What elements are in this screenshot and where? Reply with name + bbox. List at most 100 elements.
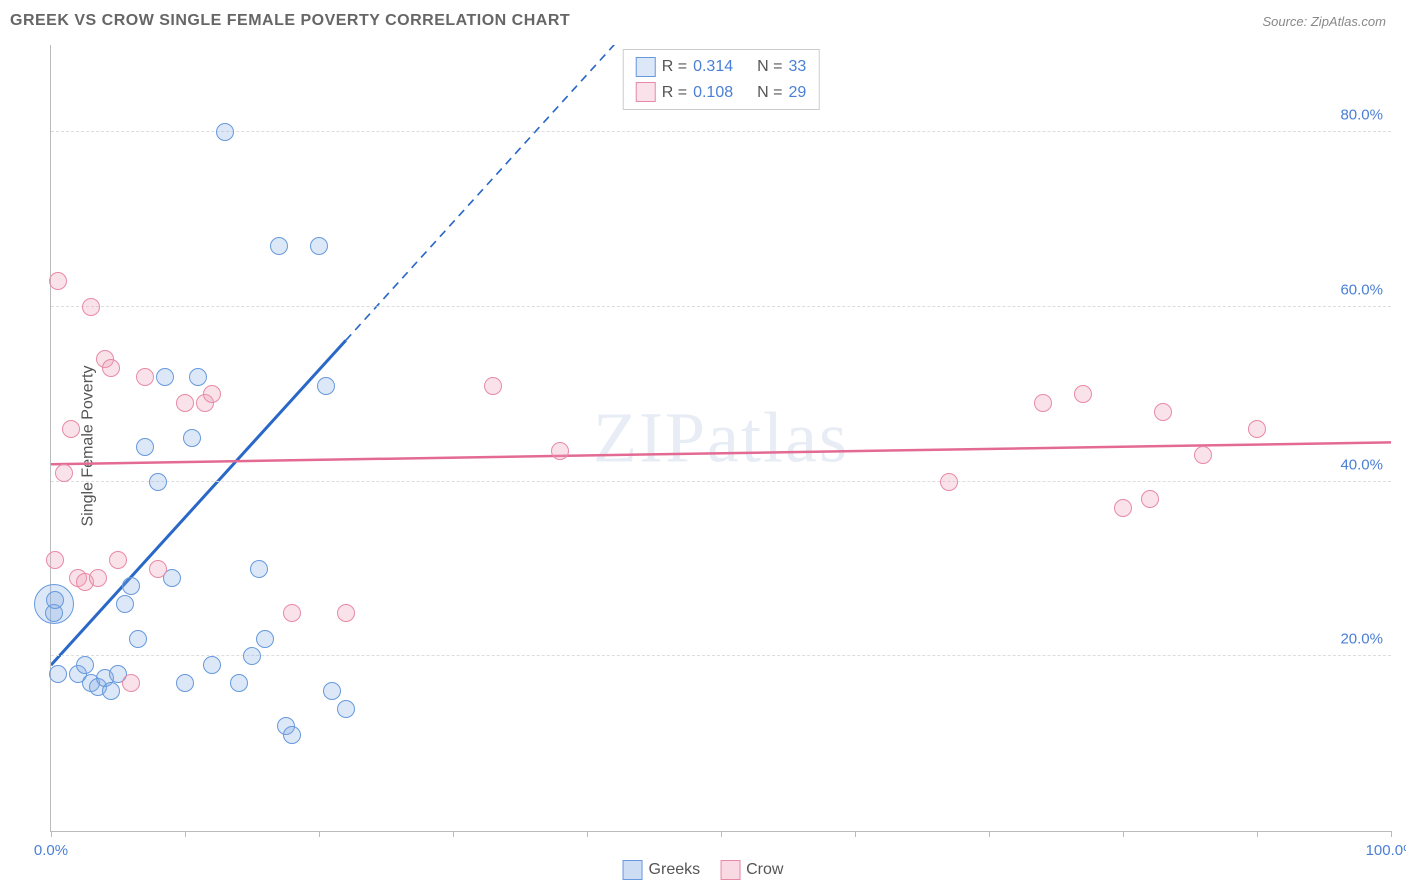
n-label: N = (757, 80, 782, 106)
watermark: ZIPatlas (593, 397, 849, 480)
scatter-point (149, 473, 167, 491)
x-tick-mark (989, 831, 990, 837)
scatter-point (1154, 403, 1172, 421)
r-label: R = (662, 54, 687, 80)
scatter-point (176, 674, 194, 692)
x-tick-label: 0.0% (34, 842, 68, 859)
watermark-atlas: atlas (707, 398, 849, 478)
scatter-point (189, 368, 207, 386)
legend-correlation: R = 0.314 N = 33 R = 0.108 N = 29 (623, 49, 820, 110)
scatter-point (310, 237, 328, 255)
y-tick-label: 80.0% (1340, 107, 1383, 124)
scatter-point (49, 272, 67, 290)
r-label: R = (662, 80, 687, 106)
scatter-point (102, 682, 120, 700)
gridline (51, 131, 1391, 132)
x-tick-mark (721, 831, 722, 837)
scatter-point (256, 630, 274, 648)
x-tick-mark (453, 831, 454, 837)
scatter-point (1194, 446, 1212, 464)
r-value: 0.108 (693, 80, 733, 106)
x-tick-mark (51, 831, 52, 837)
r-value: 0.314 (693, 54, 733, 80)
x-tick-mark (1123, 831, 1124, 837)
scatter-point (1074, 385, 1092, 403)
n-value: 29 (788, 80, 806, 106)
legend-swatch (636, 82, 656, 102)
scatter-point (484, 377, 502, 395)
scatter-point (49, 665, 67, 683)
scatter-point (283, 726, 301, 744)
scatter-point (551, 442, 569, 460)
scatter-point (129, 630, 147, 648)
legend-swatch (720, 860, 740, 880)
legend-label: Crow (746, 861, 783, 879)
scatter-point (203, 385, 221, 403)
x-tick-mark (319, 831, 320, 837)
chart-container: GREEK VS CROW SINGLE FEMALE POVERTY CORR… (0, 0, 1406, 892)
scatter-point (116, 595, 134, 613)
scatter-point (136, 438, 154, 456)
scatter-point (1141, 490, 1159, 508)
scatter-point (270, 237, 288, 255)
scatter-point (243, 647, 261, 665)
scatter-point (317, 377, 335, 395)
scatter-point (940, 473, 958, 491)
y-tick-label: 60.0% (1340, 282, 1383, 299)
scatter-point (323, 682, 341, 700)
scatter-point (55, 464, 73, 482)
scatter-point (250, 560, 268, 578)
scatter-point (46, 551, 64, 569)
scatter-point (337, 604, 355, 622)
legend-swatch (636, 57, 656, 77)
y-tick-label: 40.0% (1340, 456, 1383, 473)
scatter-point (1248, 420, 1266, 438)
x-tick-mark (1391, 831, 1392, 837)
trend-lines (51, 45, 1391, 831)
scatter-point (230, 674, 248, 692)
legend-row: R = 0.314 N = 33 (636, 54, 807, 80)
scatter-point (82, 298, 100, 316)
scatter-point (216, 123, 234, 141)
source-attribution: Source: ZipAtlas.com (1262, 14, 1386, 29)
y-tick-label: 20.0% (1340, 631, 1383, 648)
scatter-point (183, 429, 201, 447)
n-label: N = (757, 54, 782, 80)
scatter-point (203, 656, 221, 674)
watermark-zip: ZIP (593, 398, 707, 478)
legend-series: Greeks Crow (623, 860, 784, 880)
gridline (51, 306, 1391, 307)
legend-label: Greeks (649, 861, 701, 879)
chart-title: GREEK VS CROW SINGLE FEMALE POVERTY CORR… (10, 12, 570, 30)
legend-row: R = 0.108 N = 29 (636, 80, 807, 106)
scatter-point (76, 656, 94, 674)
gridline (51, 481, 1391, 482)
scatter-point (46, 591, 64, 609)
x-tick-label: 100.0% (1366, 842, 1406, 859)
scatter-point (136, 368, 154, 386)
legend-item: Greeks (623, 860, 701, 880)
source-name: ZipAtlas.com (1311, 14, 1386, 29)
plot-area: ZIPatlas R = 0.314N = 33R = 0.108N = 29 … (50, 45, 1391, 832)
scatter-point (283, 604, 301, 622)
x-tick-mark (855, 831, 856, 837)
scatter-point (122, 577, 140, 595)
source-label: Source: (1262, 14, 1310, 29)
scatter-point (102, 359, 120, 377)
scatter-point (109, 551, 127, 569)
scatter-point (122, 674, 140, 692)
x-tick-mark (1257, 831, 1258, 837)
x-tick-mark (185, 831, 186, 837)
scatter-point (89, 569, 107, 587)
legend-item: Crow (720, 860, 783, 880)
scatter-point (176, 394, 194, 412)
scatter-point (1034, 394, 1052, 412)
scatter-point (156, 368, 174, 386)
x-tick-mark (587, 831, 588, 837)
legend-swatch (623, 860, 643, 880)
n-value: 33 (788, 54, 806, 80)
scatter-point (149, 560, 167, 578)
scatter-point (62, 420, 80, 438)
scatter-point (337, 700, 355, 718)
scatter-point (1114, 499, 1132, 517)
